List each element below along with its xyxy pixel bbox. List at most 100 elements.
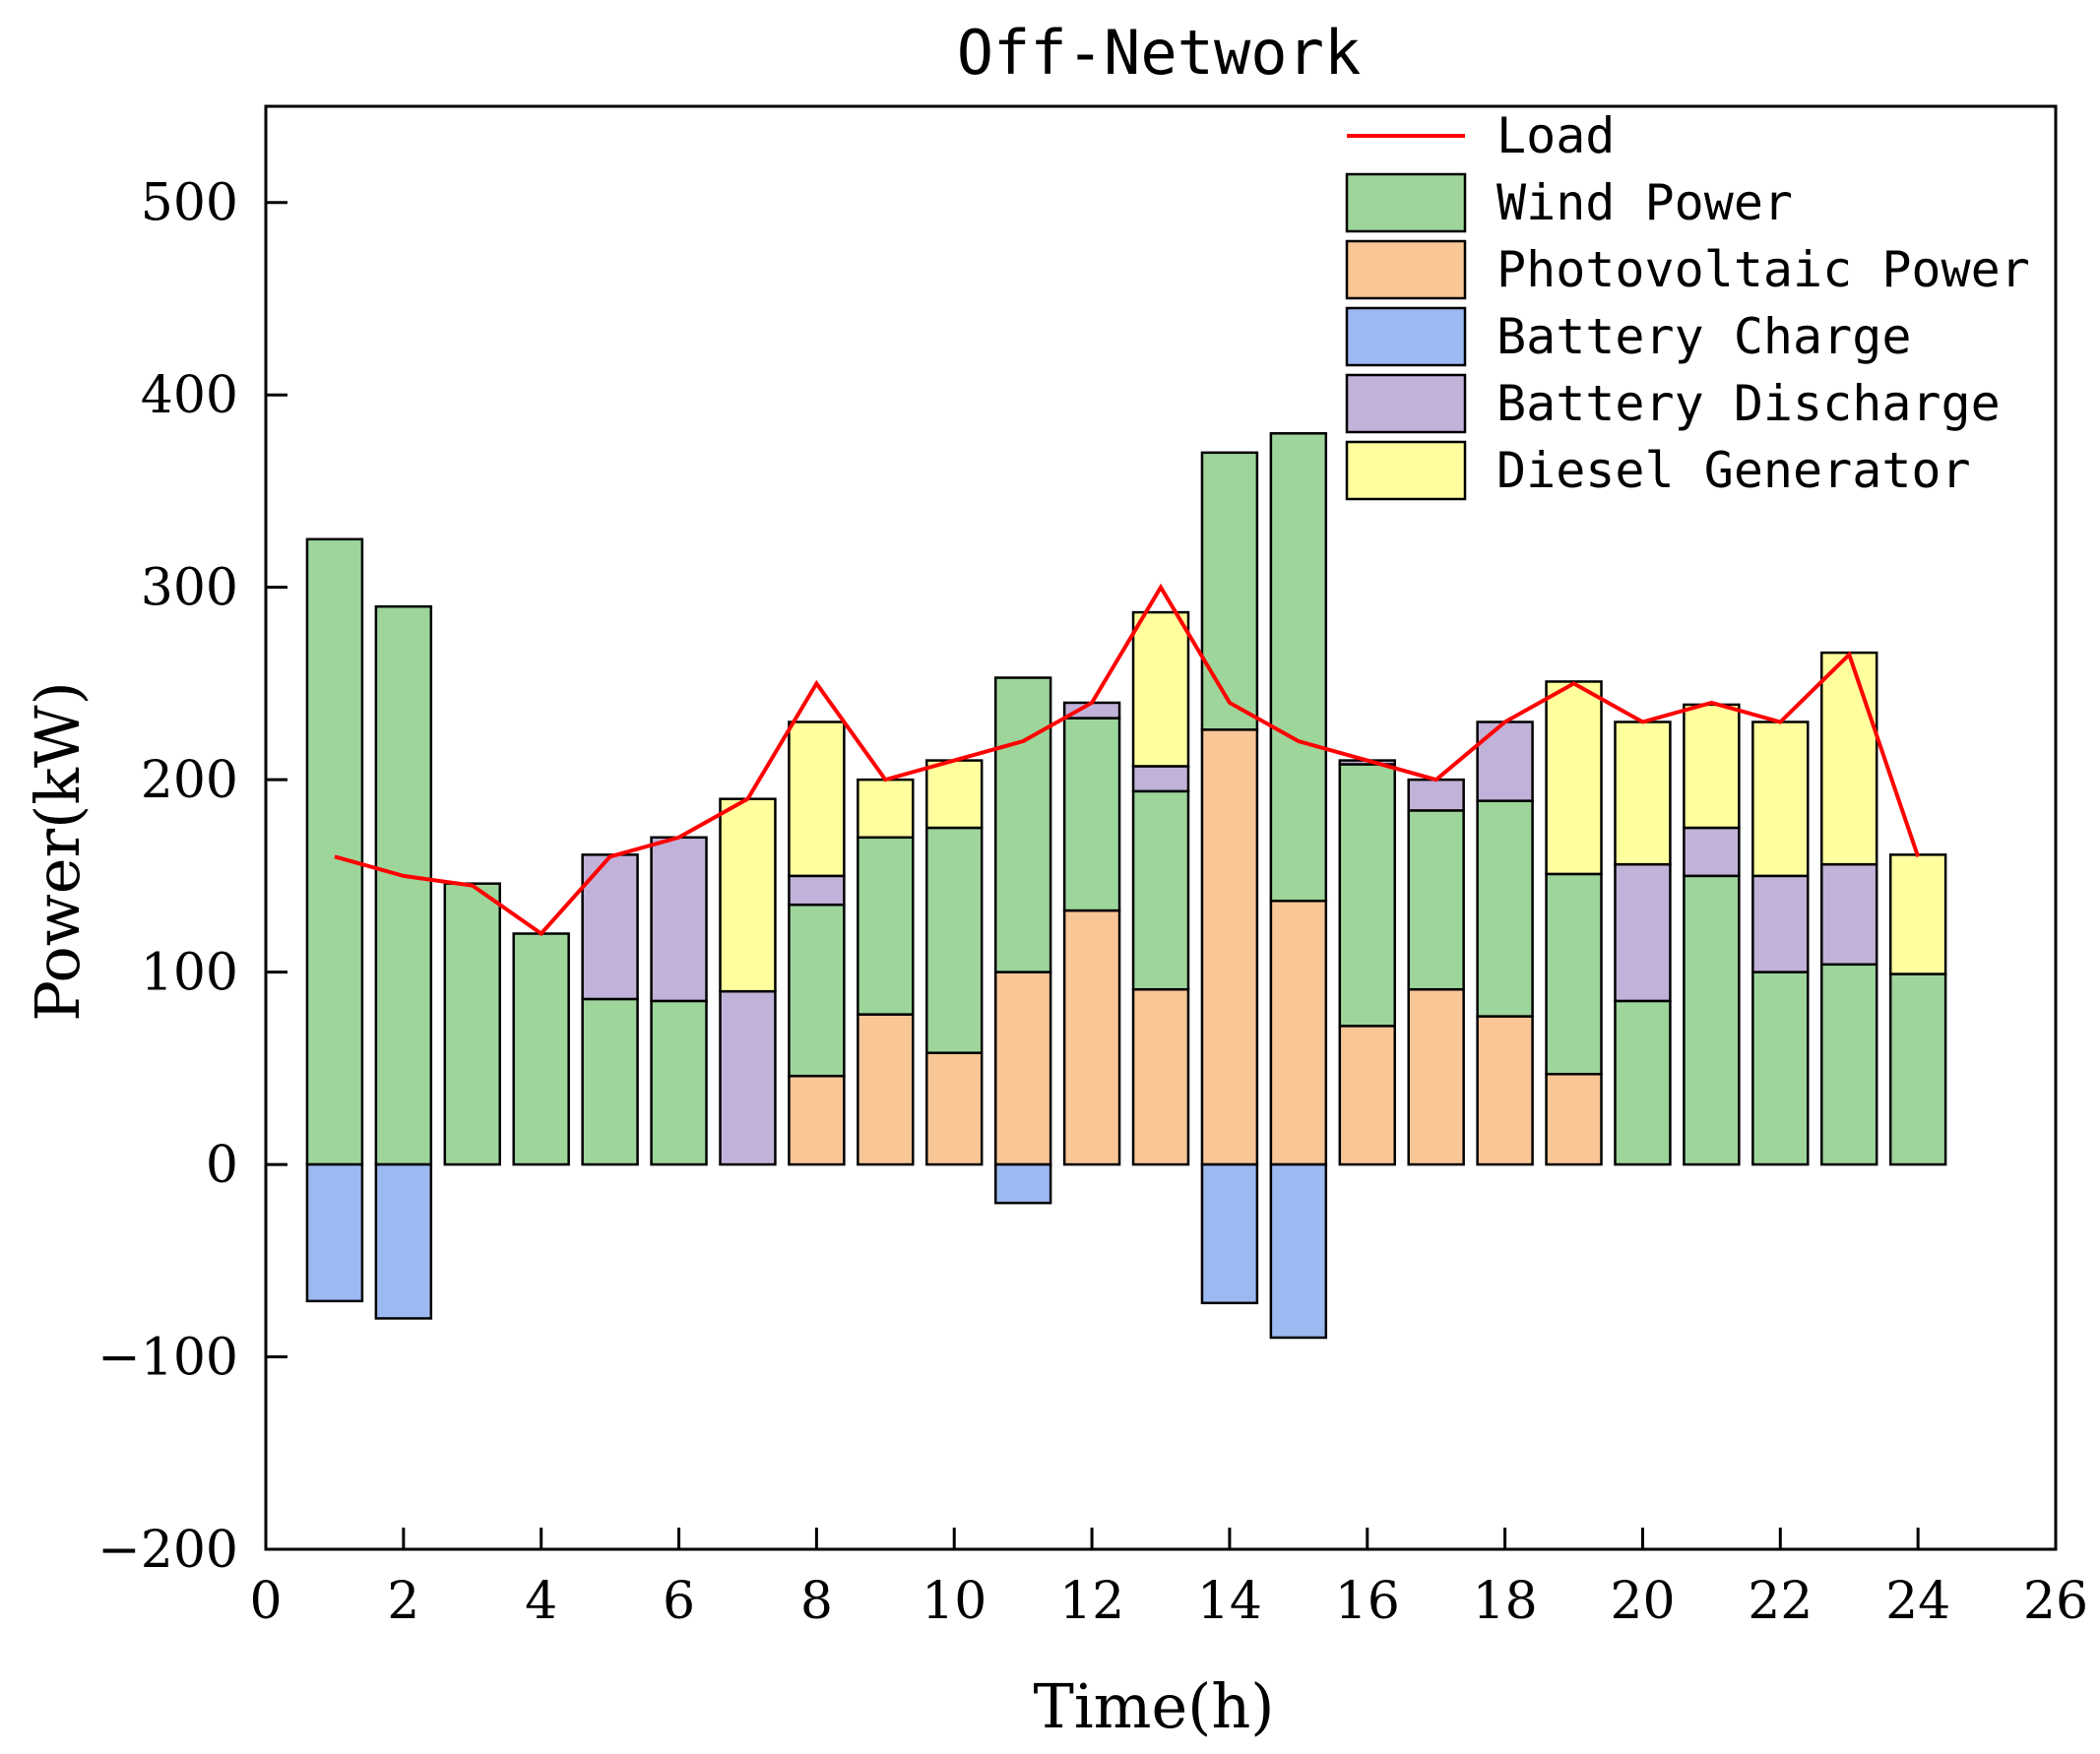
bar-wind-h23 <box>1820 963 1878 1166</box>
bar-wind-h10 <box>925 826 984 1054</box>
bar-discharge-h17 <box>1407 778 1465 812</box>
bar-pv-h16 <box>1338 1025 1396 1166</box>
legend-label: Battery Discharge <box>1496 375 2001 432</box>
legend-label: Battery Charge <box>1496 308 1911 365</box>
bar-diesel-h21 <box>1683 703 1741 830</box>
x-tick-label: 22 <box>1748 1572 1813 1631</box>
x-tick-label: 2 <box>387 1572 419 1631</box>
legend-label: Photovoltaic Power <box>1496 241 2030 298</box>
bar-discharge-h18 <box>1476 720 1534 802</box>
bar-diesel-h13 <box>1131 610 1190 768</box>
x-tick-label: 24 <box>1885 1572 1950 1631</box>
bar-wind-h8 <box>788 903 846 1078</box>
legend-swatch-charge <box>1345 306 1467 367</box>
bar-wind-h6 <box>650 999 708 1166</box>
bar-wind-h2 <box>374 604 433 1166</box>
bar-wind-h15 <box>1269 432 1328 903</box>
bar-discharge-h13 <box>1131 765 1190 793</box>
y-tick-label: 0 <box>206 1136 238 1195</box>
bar-wind-h13 <box>1131 789 1190 991</box>
bar-diesel-h7 <box>719 797 777 993</box>
bar-wind-h4 <box>512 932 570 1166</box>
legend-swatch-wind <box>1345 172 1467 233</box>
y-axis: −200 −100 0 100 200 300 400 500 <box>97 174 287 1580</box>
legend: Load Wind Power Photovoltaic Power Battery … <box>1345 107 2030 501</box>
bar-discharge-h20 <box>1614 862 1672 1003</box>
bar-wind-h1 <box>305 537 364 1166</box>
bar-charge-h1 <box>305 1162 364 1303</box>
bar-discharge-h22 <box>1751 874 1810 973</box>
x-tick-label: 10 <box>922 1572 986 1631</box>
plot-area <box>264 104 2058 1551</box>
chart-title: Off-Network <box>957 17 1362 89</box>
legend-label: Wind Power <box>1496 174 1793 231</box>
bar-wind-h5 <box>581 997 639 1166</box>
x-tick-label: 8 <box>800 1572 833 1631</box>
y-tick-label: 200 <box>141 751 238 810</box>
bar-wind-h21 <box>1683 874 1741 1166</box>
bar-charge-h11 <box>993 1162 1052 1205</box>
bar-pv-h12 <box>1062 908 1121 1166</box>
x-tick-label: 12 <box>1059 1572 1124 1631</box>
bar-discharge-h21 <box>1683 826 1741 878</box>
y-tick-label: −200 <box>97 1521 238 1580</box>
x-tick-label: 26 <box>2023 1572 2088 1631</box>
bar-pv-h14 <box>1200 728 1259 1166</box>
x-tick-label: 4 <box>525 1572 557 1631</box>
bar-discharge-h23 <box>1820 862 1878 967</box>
bar-diesel-h10 <box>925 759 984 830</box>
bar-wind-h19 <box>1545 872 1603 1076</box>
bar-discharge-h8 <box>788 874 846 907</box>
bar-pv-h19 <box>1545 1072 1603 1166</box>
x-tick-label: 20 <box>1610 1572 1675 1631</box>
bar-discharge-h7 <box>719 989 777 1166</box>
legend-swatch-pv <box>1345 239 1467 300</box>
bar-pv-h11 <box>993 971 1052 1166</box>
bar-wind-h18 <box>1476 799 1534 1018</box>
bar-diesel-h9 <box>857 778 915 840</box>
y-tick-label: 100 <box>141 944 238 1003</box>
bar-diesel-h23 <box>1820 651 1878 866</box>
bar-pv-h17 <box>1407 987 1465 1166</box>
bar-pv-h13 <box>1131 987 1190 1166</box>
bar-wind-h3 <box>443 882 501 1166</box>
bar-diesel-h20 <box>1614 720 1672 866</box>
bar-wind-h20 <box>1614 999 1672 1166</box>
bar-wind-h16 <box>1338 763 1396 1028</box>
bar-diesel-h22 <box>1751 720 1810 878</box>
bar-wind-h12 <box>1062 717 1121 912</box>
bar-discharge-h12 <box>1062 701 1121 720</box>
bar-charge-h14 <box>1200 1162 1259 1305</box>
y-tick-label: 300 <box>141 559 238 618</box>
bar-diesel-h8 <box>788 720 846 878</box>
bar-diesel-h19 <box>1545 680 1603 876</box>
legend-swatch-diesel <box>1345 440 1467 501</box>
y-tick-label: −100 <box>97 1329 238 1388</box>
x-tick-label: 18 <box>1473 1572 1538 1631</box>
bar-wind-h14 <box>1200 451 1259 731</box>
x-tick-label: 6 <box>663 1572 695 1631</box>
bar-diesel-h24 <box>1888 853 1947 975</box>
y-tick-label: 500 <box>141 174 238 233</box>
bar-wind-h11 <box>993 676 1052 973</box>
bar-wind-h22 <box>1751 971 1810 1166</box>
x-axis: 0 2 4 6 8 10 12 14 16 18 20 22 24 26 <box>249 1528 2088 1631</box>
bar-pv-h15 <box>1269 900 1328 1166</box>
x-tick-label: 14 <box>1197 1572 1262 1631</box>
y-tick-label: 400 <box>141 366 238 425</box>
bar-wind-h24 <box>1888 972 1947 1166</box>
bar-wind-h17 <box>1407 809 1465 991</box>
legend-label: Load <box>1496 107 1615 164</box>
bar-discharge-h6 <box>650 836 708 1003</box>
plot-frame <box>264 104 2058 1551</box>
x-axis-label: Time(h) <box>1034 1670 1275 1742</box>
load-line <box>334 583 1921 937</box>
bar-charge-h2 <box>374 1162 433 1320</box>
x-tick-label: 0 <box>249 1572 282 1631</box>
x-tick-label: 16 <box>1335 1572 1400 1631</box>
bar-pv-h18 <box>1476 1015 1534 1166</box>
bar-pv-h9 <box>857 1013 915 1166</box>
bar-charge-h15 <box>1269 1162 1328 1340</box>
y-axis-label: Power(kW) <box>22 681 94 1022</box>
